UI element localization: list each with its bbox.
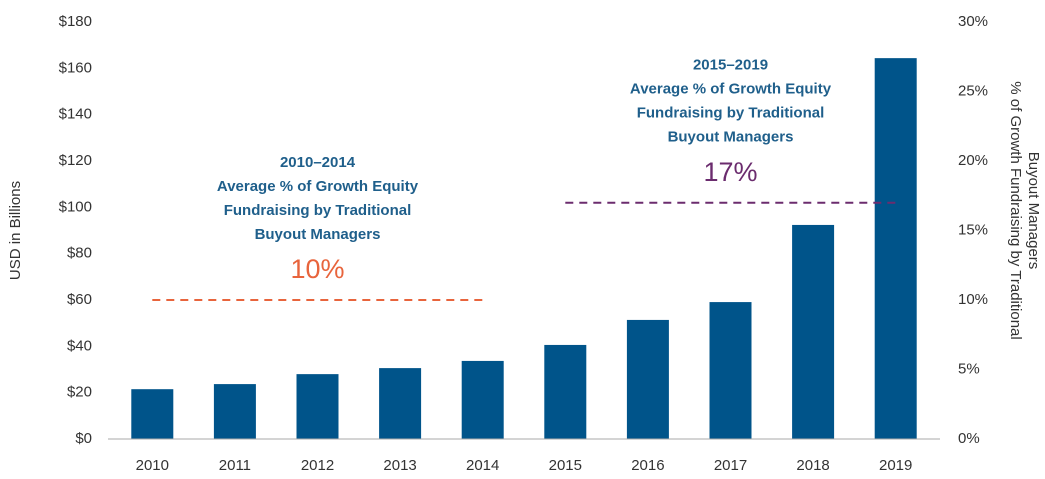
y-tick-label: $0 [75,430,92,447]
y-tick-label: $80 [67,245,92,262]
y2-tick-label: 5% [958,360,980,377]
y-tick-label: $40 [67,337,92,354]
x-tick-label: 2014 [466,457,499,474]
x-tick-label: 2017 [714,457,747,474]
y2-tick-label: 25% [958,82,988,99]
y-tick-label: $60 [67,291,92,308]
annotation-text: 2010–2014 [280,154,356,171]
bar [544,344,587,439]
bar [626,319,669,439]
annotation-text: Average % of Growth Equity [217,178,419,195]
y-tick-label: $160 [59,59,92,76]
y-tick-label: $20 [67,384,92,401]
bar [379,368,422,439]
x-tick-label: 2015 [549,457,582,474]
annotation-text: Buyout Managers [255,226,381,243]
bar [461,360,504,439]
x-tick-label: 2019 [879,457,912,474]
x-tick-label: 2010 [136,457,169,474]
bar [213,384,256,439]
x-tick-label: 2012 [301,457,334,474]
y2-axis-label: % of Growth Fundraising by Traditional [1007,81,1024,339]
annotation-text: Fundraising by Traditional [224,202,412,219]
bar [874,58,917,439]
y-axis-label: USD in Billions [7,181,24,280]
bar [792,224,835,439]
reference-value-label: 17% [703,157,757,187]
annotation-text: Fundraising by Traditional [637,105,825,122]
bar [296,374,339,439]
x-tick-label: 2011 [219,457,251,474]
y-tick-label: $140 [59,106,92,123]
annotation-text: Average % of Growth Equity [630,81,832,98]
bar [131,389,174,439]
annotation-text: 2015–2019 [693,57,768,74]
bar [709,302,752,439]
x-tick-label: 2016 [631,457,664,474]
y2-tick-label: 20% [958,152,988,169]
y2-axis-label: Buyout Managers [1025,152,1042,270]
y2-tick-label: 0% [958,430,980,447]
reference-value-label: 10% [290,254,344,284]
x-tick-label: 2013 [383,457,416,474]
y-tick-label: $100 [59,198,92,215]
x-tick-label: 2018 [796,457,829,474]
y-tick-label: $180 [59,13,92,30]
y-tick-label: $120 [59,152,92,169]
y2-tick-label: 15% [958,221,988,238]
annotation-text: Buyout Managers [668,129,794,146]
y2-tick-label: 10% [958,291,988,308]
y2-tick-label: 30% [958,13,988,30]
